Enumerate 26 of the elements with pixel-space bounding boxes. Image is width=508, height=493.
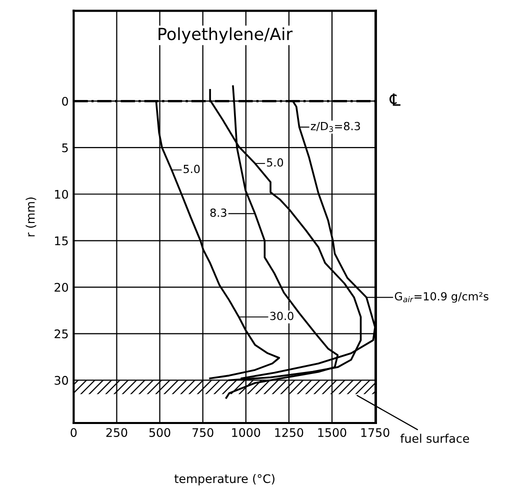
band-label: fuel surface (400, 434, 470, 443)
y-tick-label: 5 (62, 143, 68, 152)
x-tick-label: 0 (70, 428, 77, 437)
x-tick-label: 750 (192, 428, 214, 437)
y-tick-label: 0 (62, 96, 68, 106)
x-tick-label: 250 (106, 428, 128, 437)
y-tick-label: 10 (55, 190, 68, 199)
annotation: z/D$_{3}$=8.3 (310, 122, 360, 132)
annotation: 5.0 (184, 164, 200, 174)
x-tick-label: 1500 (318, 428, 346, 437)
annotation: 5.0 (266, 158, 284, 167)
annotation: 8.3 (210, 208, 226, 217)
y-tick-label: 30 (54, 376, 68, 385)
x-tick-label: 1250 (275, 428, 304, 437)
annotation: 30.0 (270, 312, 294, 320)
x-tick-label: 500 (149, 428, 170, 437)
y-axis-title: r (mm) (26, 198, 36, 236)
y-tick-label: 15 (55, 236, 68, 246)
ref-line-label: ℄ (389, 94, 400, 106)
annotation: G$_{air}$=10.9 g/cm²s (394, 292, 488, 303)
x-tick-label: 1000 (232, 428, 260, 437)
x-tick-label: 1750 (361, 428, 390, 437)
x-axis-title: temperature (°C) (174, 474, 274, 486)
y-tick-label: 20 (54, 282, 68, 292)
text: Polyethylene/Air (158, 27, 293, 44)
y-tick-label: 25 (54, 329, 68, 338)
